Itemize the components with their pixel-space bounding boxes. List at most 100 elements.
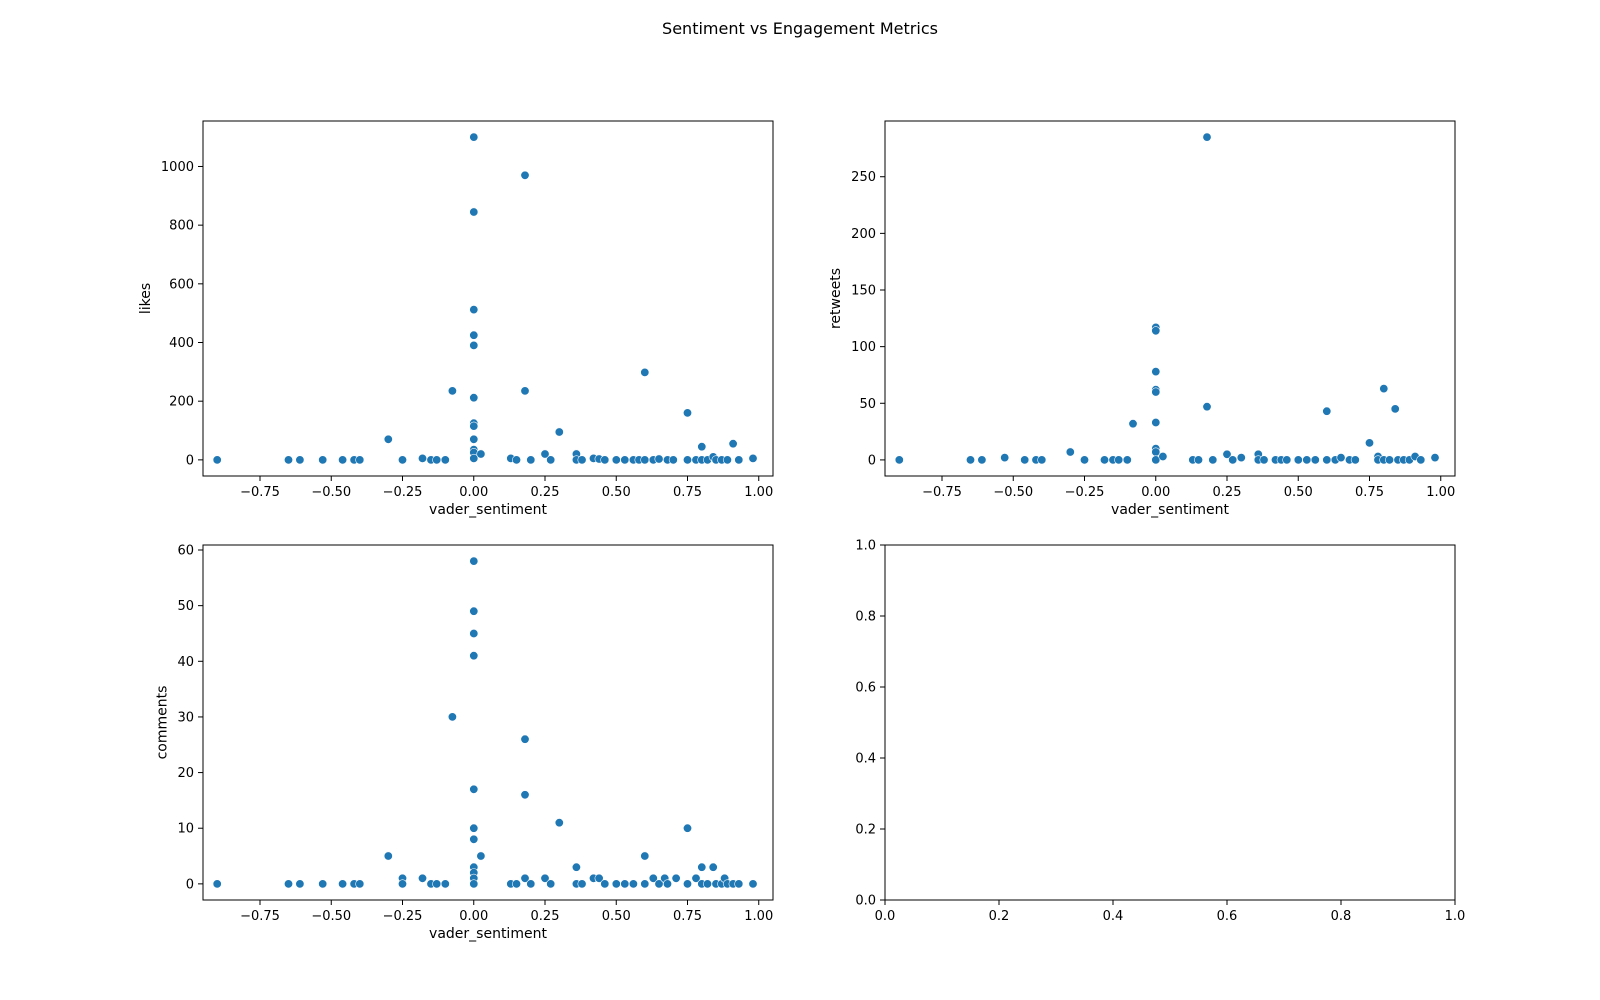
y-tick-label: 50	[177, 599, 194, 614]
data-point	[469, 628, 479, 638]
data-point	[1259, 455, 1269, 465]
data-point	[1379, 384, 1389, 394]
data-point	[1336, 453, 1346, 463]
x-tick-label: 0.50	[602, 485, 631, 500]
subplot-empty: 0.0 0.2 0.4 0.6 0.8 1.0 0.0 0.2 0.4 0.6 0.8 1.0	[855, 539, 1465, 925]
x-tick-label: −0.50	[311, 485, 351, 500]
data-point	[697, 862, 707, 872]
data-point	[417, 873, 427, 883]
axes-frame	[202, 120, 774, 477]
data-point	[1365, 438, 1375, 448]
x-axis-label: vader_sentiment	[429, 926, 547, 942]
data-point	[722, 455, 732, 465]
data-point	[476, 449, 486, 459]
data-point	[469, 393, 479, 403]
data-point	[668, 455, 678, 465]
x-tick-label: 0.25	[531, 485, 560, 500]
data-point	[1100, 455, 1110, 465]
x-tick-label: 0.6	[1217, 909, 1238, 924]
x-tick-label: 1.00	[744, 485, 773, 500]
data-point	[1416, 455, 1426, 465]
y-tick-label: 0.0	[855, 894, 876, 909]
data-point	[469, 330, 479, 340]
data-point	[1114, 455, 1124, 465]
data-point	[469, 651, 479, 661]
data-point	[432, 455, 442, 465]
data-point	[682, 879, 692, 889]
x-tick-label: 0.50	[602, 909, 631, 924]
x-tick-label: 0.75	[673, 485, 702, 500]
data-point	[620, 879, 630, 889]
data-point	[965, 455, 975, 465]
x-tick-label: −0.75	[922, 485, 962, 500]
data-point	[432, 879, 442, 889]
data-point	[397, 455, 407, 465]
data-point	[577, 455, 587, 465]
data-point	[520, 170, 530, 180]
x-tick-label: 0.25	[1213, 485, 1242, 500]
data-point	[1000, 453, 1010, 463]
data-point	[469, 340, 479, 350]
data-point	[520, 386, 530, 396]
x-tick-label: 0.00	[459, 909, 488, 924]
data-point	[511, 455, 521, 465]
data-point	[447, 386, 457, 396]
data-point	[520, 734, 530, 744]
x-tick-label: −0.50	[993, 485, 1033, 500]
data-point	[355, 455, 365, 465]
x-tick-label: 0.00	[1141, 485, 1170, 500]
data-point	[469, 434, 479, 444]
data-point	[1151, 326, 1161, 336]
data-point	[318, 879, 328, 889]
x-tick-label: −0.50	[311, 909, 351, 924]
data-point	[338, 879, 348, 889]
data-point	[355, 879, 365, 889]
data-point	[628, 879, 638, 889]
y-tick-label: 200	[851, 227, 876, 242]
y-tick-label: 600	[169, 277, 194, 292]
data-point	[1236, 453, 1246, 463]
data-point	[520, 790, 530, 800]
y-tick-label: 60	[177, 544, 194, 559]
data-point	[338, 455, 348, 465]
data-point	[682, 823, 692, 833]
data-point	[469, 453, 479, 463]
data-point	[511, 879, 521, 889]
data-point	[447, 712, 457, 722]
axes-frame	[202, 544, 774, 901]
data-point	[283, 879, 293, 889]
data-point	[654, 454, 664, 464]
data-point	[1322, 455, 1332, 465]
y-tick-label: 0	[868, 453, 876, 468]
data-point	[1037, 455, 1047, 465]
data-point	[1310, 455, 1320, 465]
data-point	[571, 862, 581, 872]
data-point	[1322, 406, 1332, 416]
data-point	[1282, 455, 1292, 465]
data-point	[546, 879, 556, 889]
data-point	[1390, 404, 1400, 414]
data-point	[977, 455, 987, 465]
data-point	[476, 851, 486, 861]
data-point	[748, 453, 758, 463]
x-tick-label: −0.25	[383, 485, 423, 500]
data-point	[1208, 455, 1218, 465]
data-point	[417, 453, 427, 463]
x-tick-label: 0.50	[1284, 485, 1313, 500]
data-point	[1430, 453, 1440, 463]
data-point	[440, 455, 450, 465]
data-point	[697, 442, 707, 452]
y-tick-label: 250	[851, 170, 876, 185]
x-tick-label: −0.25	[383, 909, 423, 924]
data-point	[554, 818, 564, 828]
data-point	[469, 784, 479, 794]
data-point	[1065, 447, 1075, 457]
data-point	[648, 873, 658, 883]
data-point	[383, 851, 393, 861]
x-tick-label: 0.8	[1331, 909, 1352, 924]
data-point	[469, 606, 479, 616]
data-point	[1151, 367, 1161, 377]
data-point	[295, 455, 305, 465]
data-point	[469, 823, 479, 833]
